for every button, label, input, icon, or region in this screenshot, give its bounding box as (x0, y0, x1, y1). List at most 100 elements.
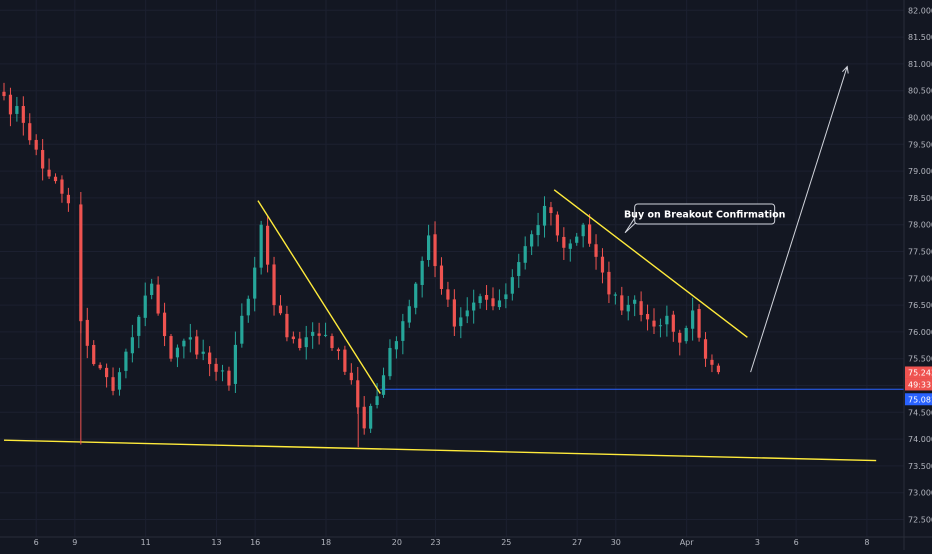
candle-body (272, 264, 276, 306)
candle-body (536, 225, 540, 236)
candle-body (613, 294, 617, 296)
candle-body (549, 207, 553, 214)
price-tick-label: 78.000 (908, 221, 932, 230)
candle-body (111, 377, 115, 391)
price-tick-label: 73.000 (908, 489, 932, 498)
candle-body (259, 224, 263, 268)
price-tags: 75.243 49:33 75.081 (905, 366, 932, 406)
time-tick-label: 9 (72, 538, 77, 547)
candle-body (588, 224, 592, 244)
drawings-under (3, 388, 904, 462)
candle-body (523, 246, 527, 263)
last-price-label: 75.243 (908, 368, 932, 377)
candle-body (452, 299, 456, 327)
time-tick-label: 18 (321, 538, 331, 547)
candle-body (459, 317, 463, 327)
price-tick-label: 76.500 (908, 301, 932, 310)
countdown-tag (905, 378, 932, 391)
price-tick-label: 73.500 (908, 462, 932, 471)
support-trendline[interactable] (3, 439, 877, 462)
candle-body (285, 313, 289, 338)
candle-body (304, 337, 308, 348)
candle-body (208, 352, 212, 365)
candle-body (156, 284, 160, 314)
candle-body (2, 91, 6, 97)
candle-body (607, 271, 611, 295)
candle-body (716, 365, 720, 373)
time-tick-label: 3 (755, 538, 760, 547)
time-tick-label: 30 (611, 538, 621, 547)
candle-body (21, 106, 25, 123)
price-tick-label: 77.000 (908, 274, 932, 283)
candle-body (645, 314, 650, 320)
price-tick-label: 82.000 (908, 6, 932, 15)
candle-body (446, 289, 450, 300)
candle-body (414, 283, 418, 308)
candle-body (478, 296, 482, 304)
candle-body (691, 310, 695, 329)
price-axis[interactable]: 72.50073.00073.50074.00074.50075.00075.5… (903, 0, 932, 550)
candle-body (427, 235, 431, 260)
candle-body (420, 260, 424, 285)
candle-body (105, 367, 109, 378)
candle-body (336, 349, 341, 352)
candle-body (8, 94, 13, 115)
candle-body (227, 370, 231, 386)
candle-body (343, 349, 347, 372)
candle-body (542, 205, 547, 226)
candle-body (465, 310, 469, 317)
trendline-1[interactable] (257, 200, 381, 394)
candle-body (401, 321, 405, 341)
candle-body (233, 344, 237, 384)
callout-pointer (624, 211, 640, 234)
callout[interactable]: Buy on Breakout Confirmation (624, 203, 786, 234)
candle-body (633, 299, 637, 304)
candle-body (684, 327, 688, 342)
candle-body (484, 294, 489, 300)
time-tick-label: 16 (250, 538, 260, 547)
candle-body (504, 294, 508, 300)
price-tick-label: 74.500 (908, 408, 932, 417)
time-tick-label: 6 (794, 538, 799, 547)
candle-body (362, 406, 366, 429)
time-tick-label: Apr (680, 538, 695, 547)
target-arrow[interactable] (750, 66, 848, 373)
arrow-head-icon (842, 65, 849, 74)
candle-body (278, 305, 283, 314)
trendline-2[interactable] (553, 189, 748, 338)
candle-body (639, 301, 643, 315)
candle-body (394, 341, 398, 350)
candle-body (162, 312, 167, 337)
price-tick-label: 74.000 (908, 435, 932, 444)
candle-body (530, 234, 534, 247)
candle-body (124, 351, 128, 371)
candle-body (66, 194, 70, 204)
candle-body (143, 295, 147, 318)
time-tick-label: 23 (430, 538, 440, 547)
candle-body (381, 375, 386, 395)
candle-body (117, 372, 122, 390)
callout-box[interactable] (634, 203, 776, 225)
candle-body (169, 336, 173, 359)
candle-body (175, 347, 180, 358)
price-tick-label: 72.500 (908, 516, 932, 525)
candle-body (472, 302, 476, 311)
time-tick-label: 8 (864, 538, 869, 547)
candle-body (356, 380, 360, 408)
candle-body (652, 320, 656, 327)
candle-body (53, 176, 58, 182)
candle-body (246, 298, 250, 316)
drawings[interactable] (257, 65, 849, 394)
candle-body (510, 277, 514, 294)
candle-body (15, 106, 19, 114)
candle-body (195, 336, 199, 355)
callout-text: Buy on Breakout Confirmation (624, 209, 786, 220)
candle-body (369, 405, 373, 429)
last-price-tag (905, 366, 932, 379)
candles (2, 82, 720, 448)
price-tick-label: 79.500 (908, 140, 932, 149)
time-axis[interactable]: 6 9 11 13 16 18 20 23 25 27 30 Apr 3 6 8 (0, 536, 932, 547)
candle-body (407, 306, 411, 323)
